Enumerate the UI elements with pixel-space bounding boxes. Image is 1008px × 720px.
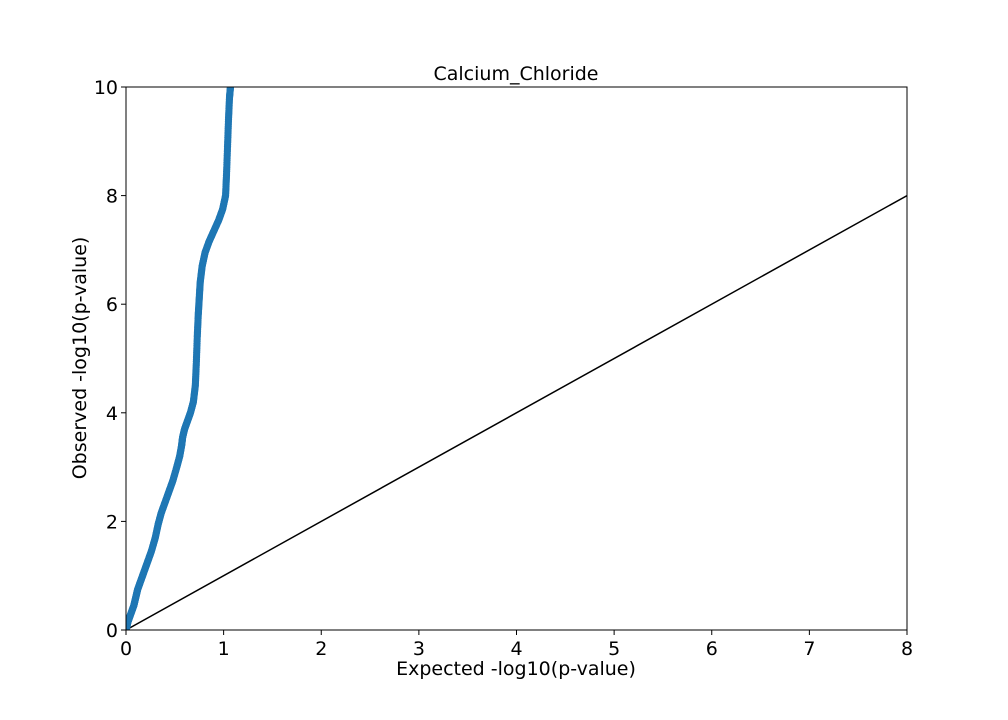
x-tick-label: 2 [315,638,327,660]
x-tick-label: 3 [413,638,425,660]
x-axis: 0 1 2 3 4 5 6 7 8 [120,630,913,660]
x-tick-label: 5 [608,638,620,660]
y-tick-label: 10 [94,77,118,99]
x-tick-label: 4 [510,638,522,660]
y-tick-label: 2 [106,511,118,533]
y-tick-label: 0 [106,620,118,642]
x-tick-label: 8 [901,638,913,660]
x-tick-label: 6 [706,638,718,660]
plot-frame [125,86,908,631]
x-tick-label: 1 [218,638,230,660]
qq-point [226,87,235,91]
y-axis: 0 2 4 6 8 10 [94,77,126,642]
x-tick-label: 0 [120,638,132,660]
y-tick-label: 4 [106,403,118,425]
x-tick-label: 7 [803,638,815,660]
y-tick-label: 6 [106,294,118,316]
reference-line [126,194,907,630]
y-tick-label: 8 [106,186,118,208]
x-axis-label: Expected -log10(p-value) [396,658,636,680]
scatter-points [126,87,235,630]
chart-title: Calcium_Chloride [433,63,598,85]
plot-area [126,87,907,630]
y-axis-label: Observed -log10(p-value) [69,237,91,480]
